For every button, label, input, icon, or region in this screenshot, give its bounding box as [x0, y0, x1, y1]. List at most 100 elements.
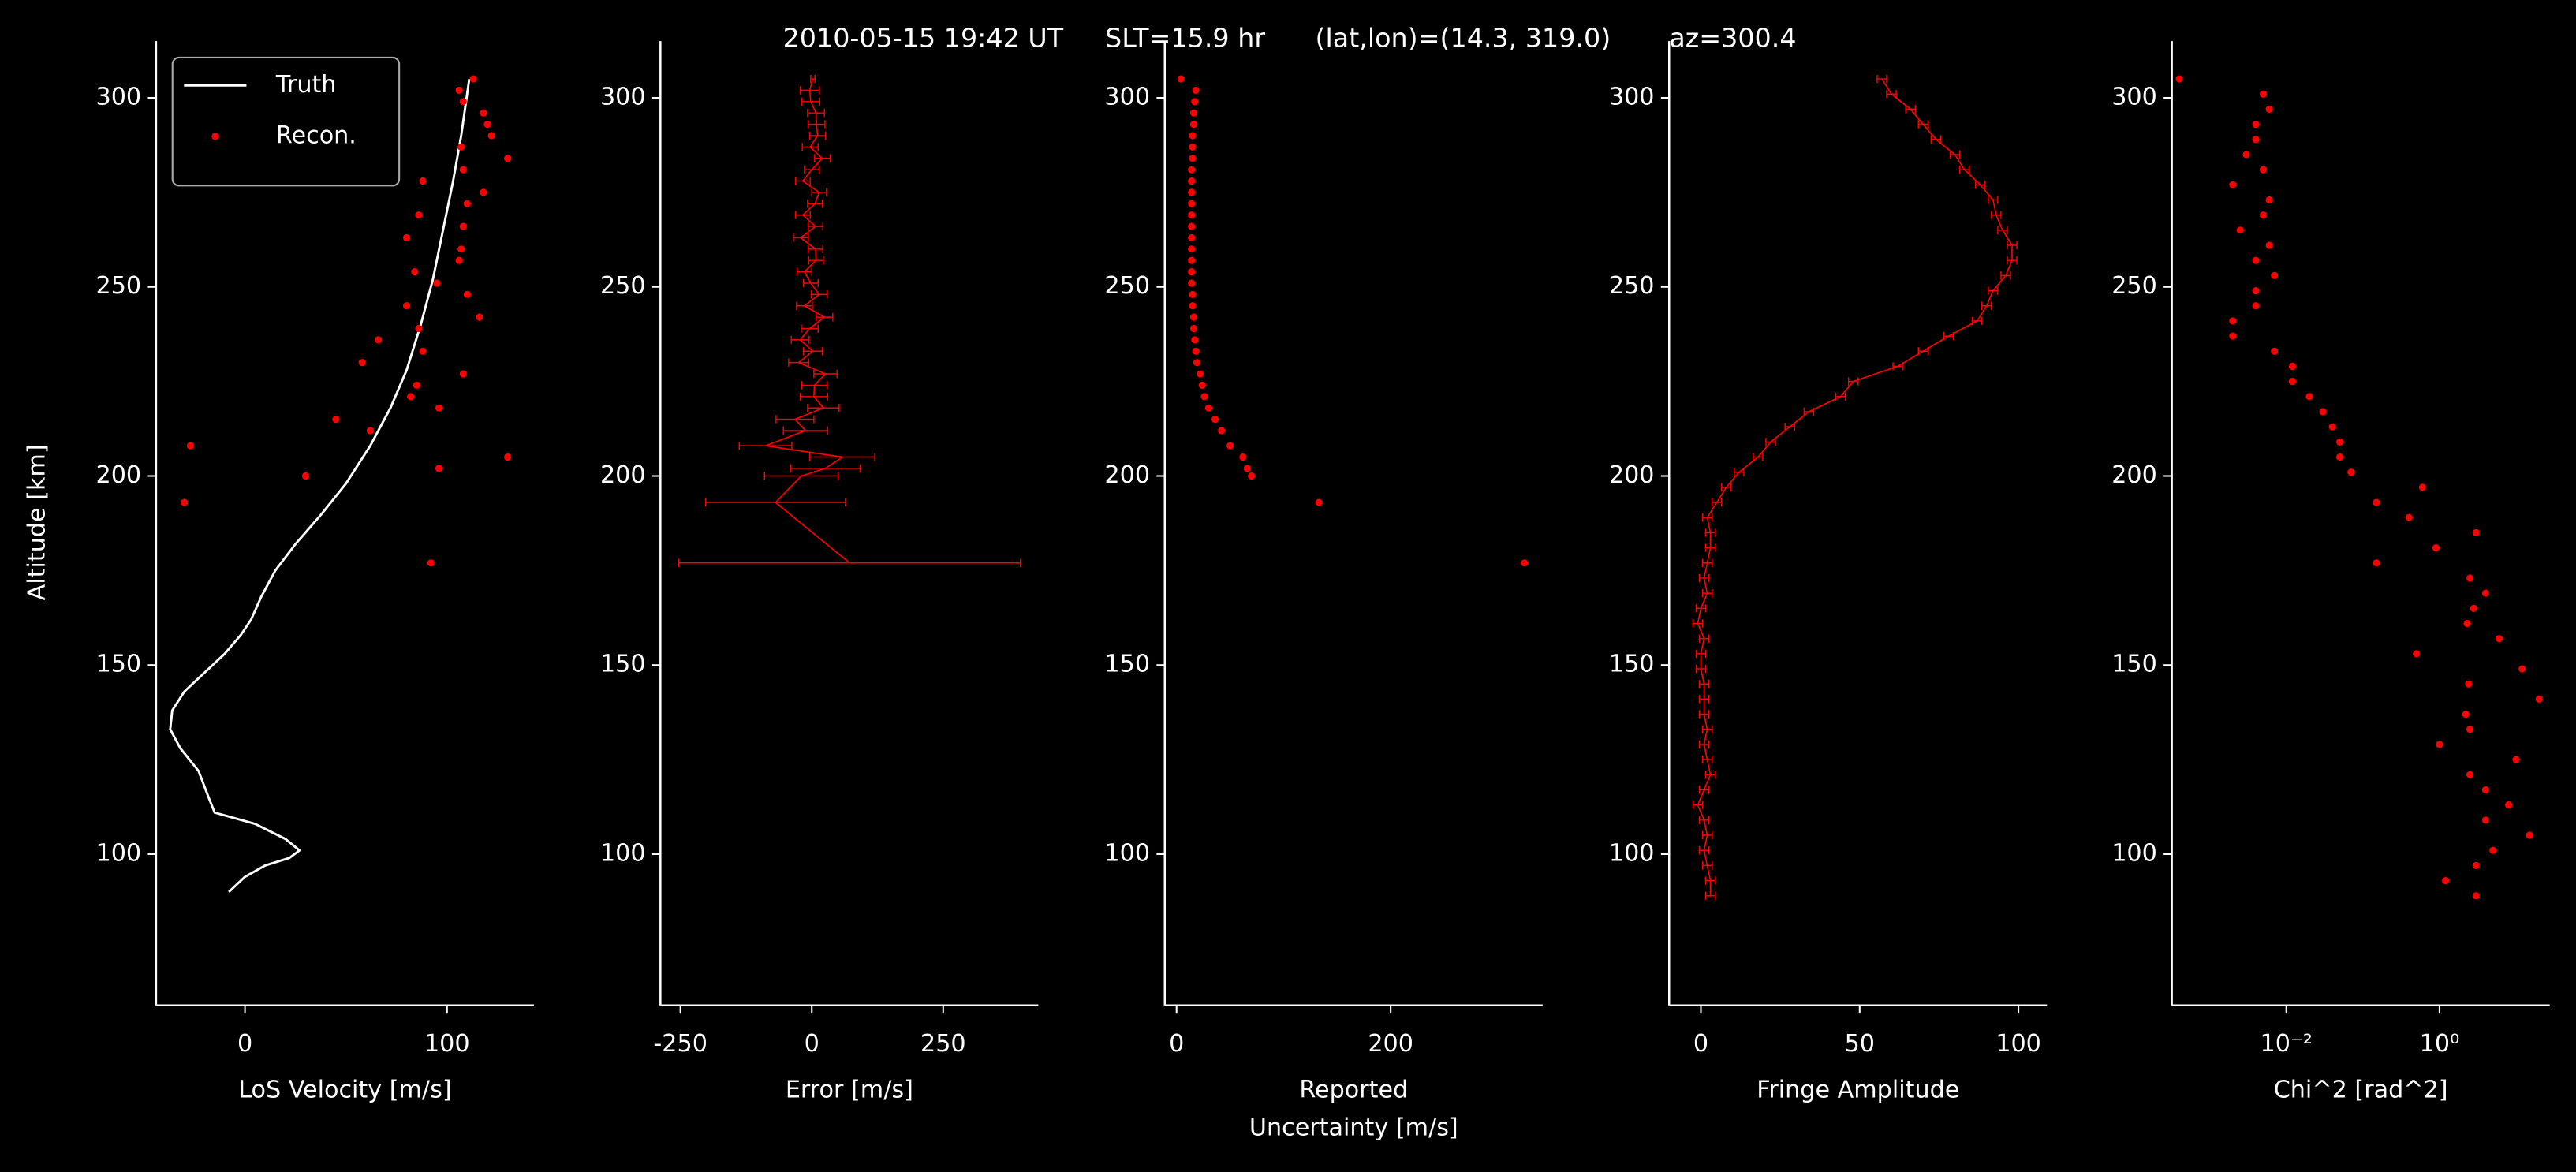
x-tick-label: -250	[653, 1030, 707, 1058]
data-point	[2271, 271, 2279, 279]
data-point	[2481, 786, 2489, 794]
error-bar	[807, 403, 840, 412]
y-tick-label: 100	[1609, 839, 1655, 867]
x-tick-label: 200	[1368, 1030, 1413, 1058]
data-point	[1189, 313, 1198, 321]
error-bar	[1698, 740, 1710, 749]
x-axis-label: Error [m/s]	[786, 1077, 913, 1104]
data-point	[1521, 559, 1529, 567]
data-point	[2336, 438, 2344, 446]
data-point	[1243, 465, 1251, 472]
error-bar	[807, 200, 823, 208]
data-point	[1211, 415, 1219, 424]
y-tick-label: 300	[1609, 84, 1655, 111]
data-point	[2466, 726, 2474, 733]
y-tick-label: 200	[1104, 461, 1150, 489]
data-point	[483, 121, 491, 129]
data-point	[1177, 75, 1185, 83]
data-point	[2466, 771, 2474, 778]
error-bar	[763, 472, 839, 480]
data-point	[2259, 211, 2268, 219]
y-tick-label: 200	[96, 461, 142, 489]
error-bar	[807, 120, 826, 129]
y-tick-label: 150	[600, 651, 646, 678]
error-bar	[1698, 573, 1710, 583]
data-point	[2265, 241, 2273, 249]
error-bar	[796, 267, 812, 276]
error-bar	[1997, 226, 2008, 235]
data-point	[504, 155, 512, 162]
error-bar	[1698, 695, 1710, 704]
error-bar	[799, 86, 820, 95]
error-bar	[1692, 619, 1704, 628]
data-point	[2495, 635, 2503, 643]
error-bar	[807, 244, 823, 254]
y-tick-label: 250	[600, 272, 646, 300]
data-point	[1191, 336, 1199, 344]
x-tick-label: 0	[237, 1030, 252, 1058]
data-point	[2319, 408, 2327, 416]
data-point	[1189, 109, 1198, 117]
error-bar	[801, 97, 820, 106]
error-bar	[1701, 513, 1713, 522]
error-bar	[794, 177, 811, 185]
data-point	[476, 313, 483, 321]
error-bar	[1803, 407, 1815, 416]
legend-label: Recon.	[276, 121, 357, 149]
x-tick-label: 250	[920, 1030, 966, 1058]
data-point	[2288, 378, 2297, 386]
data-point	[2259, 166, 2268, 174]
x-axis-label: Reported	[1299, 1077, 1408, 1104]
data-point	[1196, 370, 1204, 378]
data-point	[1248, 472, 1256, 480]
error-bar	[1698, 634, 1710, 643]
data-point	[1188, 177, 1196, 185]
data-point	[2462, 710, 2470, 719]
data-point	[358, 359, 366, 367]
y-tick-label: 300	[600, 84, 646, 111]
data-point	[457, 143, 465, 151]
data-point	[1189, 121, 1198, 129]
error-bar	[801, 381, 828, 390]
data-point	[2242, 151, 2250, 159]
error-bar	[1720, 483, 1732, 492]
data-point	[2229, 317, 2237, 325]
data-point	[2252, 256, 2260, 264]
figure-title: 2010-05-15 19:42 UT SLT=15.9 hr (lat,lon…	[783, 23, 1797, 54]
data-point	[2252, 302, 2260, 310]
error-bar	[807, 108, 825, 118]
error-bar	[1943, 331, 1954, 341]
data-point	[407, 393, 415, 401]
data-point	[1188, 188, 1196, 196]
x-axis-label: Uncertainty [m/s]	[1249, 1114, 1458, 1141]
data-point	[1192, 347, 1200, 355]
error-bar	[1892, 362, 1903, 371]
data-point	[455, 86, 463, 95]
error-bar	[1981, 301, 1992, 310]
error-bar	[1753, 453, 1764, 461]
data-point	[1189, 132, 1197, 140]
data-point	[2229, 181, 2237, 188]
error-bar	[1698, 710, 1710, 719]
error-bar	[1704, 543, 1716, 552]
data-point	[1204, 404, 1213, 412]
error-bar	[2007, 256, 2018, 265]
error-bar	[1905, 105, 1916, 114]
error-bar	[794, 211, 811, 219]
legend-swatch	[211, 133, 219, 140]
data-point	[469, 75, 477, 83]
data-point	[1226, 442, 1234, 450]
error-bar	[801, 143, 819, 151]
data-point	[1189, 302, 1197, 310]
y-axis-label: Altitude [km]	[23, 444, 50, 600]
data-point	[2489, 846, 2497, 854]
data-point	[1189, 324, 1198, 333]
y-tick-label: 100	[1104, 839, 1150, 867]
data-point	[1188, 245, 1196, 253]
data-point	[2265, 196, 2273, 204]
data-point	[419, 347, 427, 355]
truth-line	[169, 78, 471, 893]
data-point	[2518, 665, 2526, 673]
data-point	[435, 404, 443, 412]
data-point	[1192, 86, 1200, 95]
